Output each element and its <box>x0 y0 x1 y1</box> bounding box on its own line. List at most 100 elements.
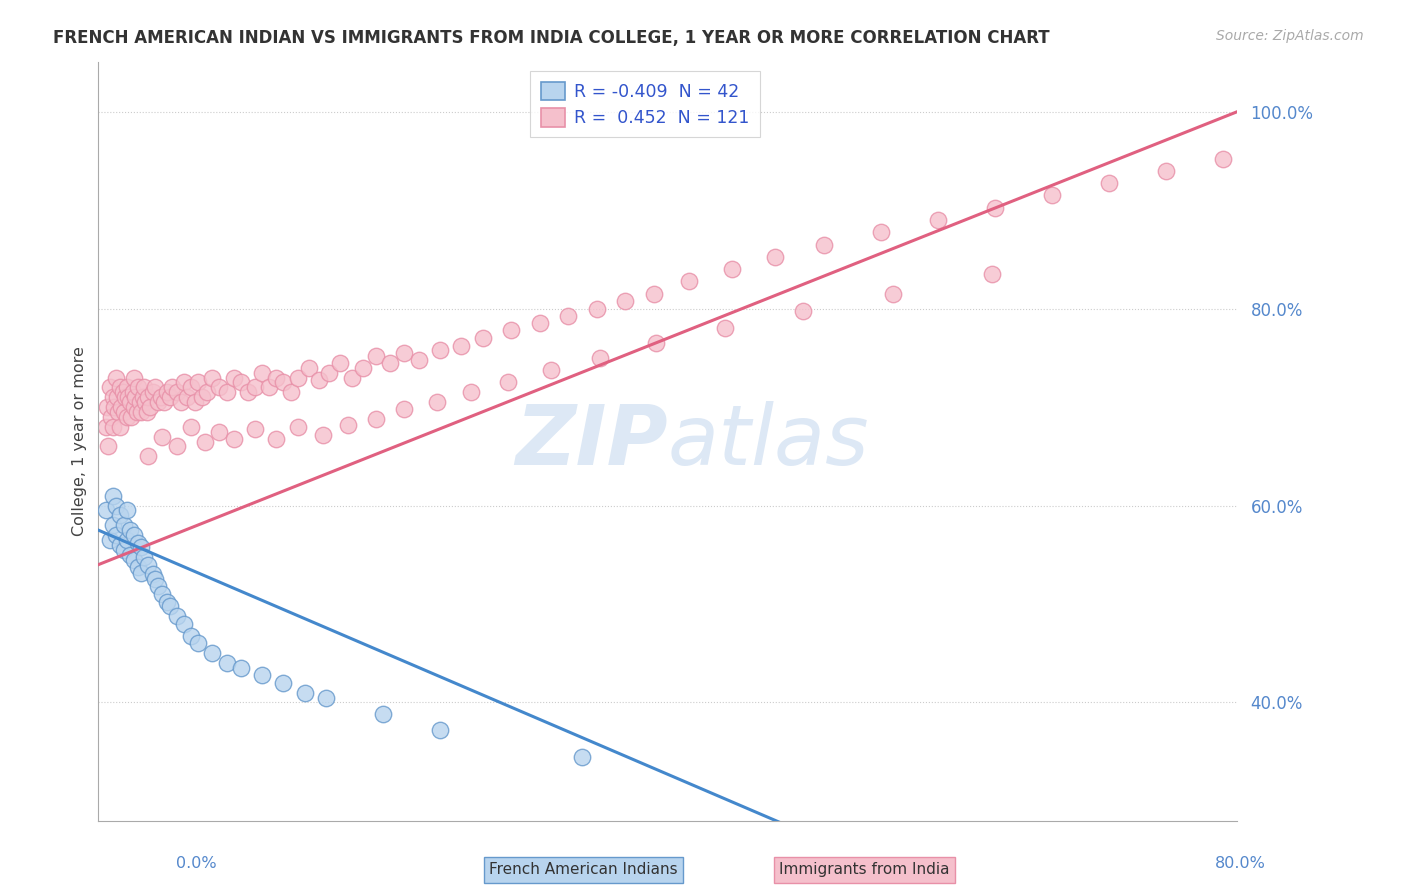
Point <box>1098 176 1121 190</box>
Point <box>984 201 1007 215</box>
Point <box>426 395 449 409</box>
Point <box>104 528 127 542</box>
Point <box>150 390 173 404</box>
Point <box>229 661 252 675</box>
Point <box>101 390 124 404</box>
Point <box>298 360 321 375</box>
Point <box>127 536 149 550</box>
Point <box>195 385 218 400</box>
Point <box>394 402 416 417</box>
Point <box>191 390 214 404</box>
Point <box>148 579 170 593</box>
Point <box>136 450 159 464</box>
Point <box>1254 282 1277 296</box>
Text: French American Indians: French American Indians <box>489 863 678 877</box>
Point <box>105 390 128 404</box>
Point <box>222 432 245 446</box>
Point <box>471 331 494 345</box>
Point <box>678 274 700 288</box>
Point <box>173 376 195 390</box>
Point <box>98 533 121 547</box>
Point <box>294 685 316 699</box>
Point <box>187 636 209 650</box>
Point <box>450 339 472 353</box>
Point <box>287 370 309 384</box>
Point <box>152 429 174 443</box>
Point <box>132 380 155 394</box>
Point <box>208 380 231 394</box>
Point <box>118 523 141 537</box>
Text: FRENCH AMERICAN INDIAN VS IMMIGRANTS FROM INDIA COLLEGE, 1 YEAR OR MORE CORRELAT: FRENCH AMERICAN INDIAN VS IMMIGRANTS FRO… <box>53 29 1050 46</box>
Point <box>250 366 273 380</box>
Point <box>215 385 238 400</box>
Point <box>122 552 145 566</box>
Point <box>108 380 131 394</box>
Point <box>122 370 145 384</box>
Point <box>103 400 125 414</box>
Point <box>104 370 127 384</box>
Point <box>588 351 610 365</box>
Point <box>153 395 176 409</box>
Point <box>266 432 288 446</box>
Point <box>166 385 188 400</box>
Point <box>94 419 117 434</box>
Point <box>115 409 138 424</box>
Text: ZIP: ZIP <box>515 401 668 482</box>
Point <box>101 518 124 533</box>
Text: Immigrants from India: Immigrants from India <box>779 863 950 877</box>
Point <box>176 390 198 404</box>
Point <box>287 419 309 434</box>
Point <box>112 405 135 419</box>
Point <box>364 412 387 426</box>
Point <box>318 366 340 380</box>
Point <box>208 425 231 439</box>
Point <box>129 405 152 419</box>
Point <box>156 385 179 400</box>
Point <box>129 540 152 554</box>
Point <box>222 370 245 384</box>
Y-axis label: College, 1 year or more: College, 1 year or more <box>72 347 87 536</box>
Point <box>134 395 156 409</box>
Point <box>229 376 252 390</box>
Text: Source: ZipAtlas.com: Source: ZipAtlas.com <box>1216 29 1364 43</box>
Point <box>236 385 259 400</box>
Point <box>645 336 668 351</box>
Point <box>108 538 131 552</box>
Point <box>813 237 835 252</box>
Point <box>138 400 160 414</box>
Point <box>243 380 266 394</box>
Point <box>141 385 163 400</box>
Point <box>122 400 145 414</box>
Point <box>141 567 163 582</box>
Point <box>460 385 482 400</box>
Point <box>429 723 451 737</box>
Point <box>187 376 209 390</box>
Point <box>312 427 335 442</box>
Point <box>180 628 202 642</box>
Point <box>127 380 149 394</box>
Point <box>108 508 131 523</box>
Point <box>170 395 193 409</box>
Point <box>125 405 148 419</box>
Point <box>429 343 451 357</box>
Point <box>100 409 122 424</box>
Point <box>373 707 395 722</box>
Point <box>136 390 159 404</box>
Point <box>136 558 159 572</box>
Point <box>557 310 579 324</box>
Point <box>112 542 135 557</box>
Point <box>380 356 402 370</box>
Point <box>101 419 124 434</box>
Point <box>501 323 523 337</box>
Legend: R = -0.409  N = 42, R =  0.452  N = 121: R = -0.409 N = 42, R = 0.452 N = 121 <box>530 71 759 137</box>
Point <box>166 440 188 454</box>
Point <box>763 251 786 265</box>
Point <box>101 489 124 503</box>
Point <box>792 303 814 318</box>
Point <box>124 390 146 404</box>
Point <box>162 380 184 394</box>
Point <box>259 380 281 394</box>
Point <box>882 286 904 301</box>
Point <box>115 533 138 547</box>
Point <box>1154 163 1177 178</box>
